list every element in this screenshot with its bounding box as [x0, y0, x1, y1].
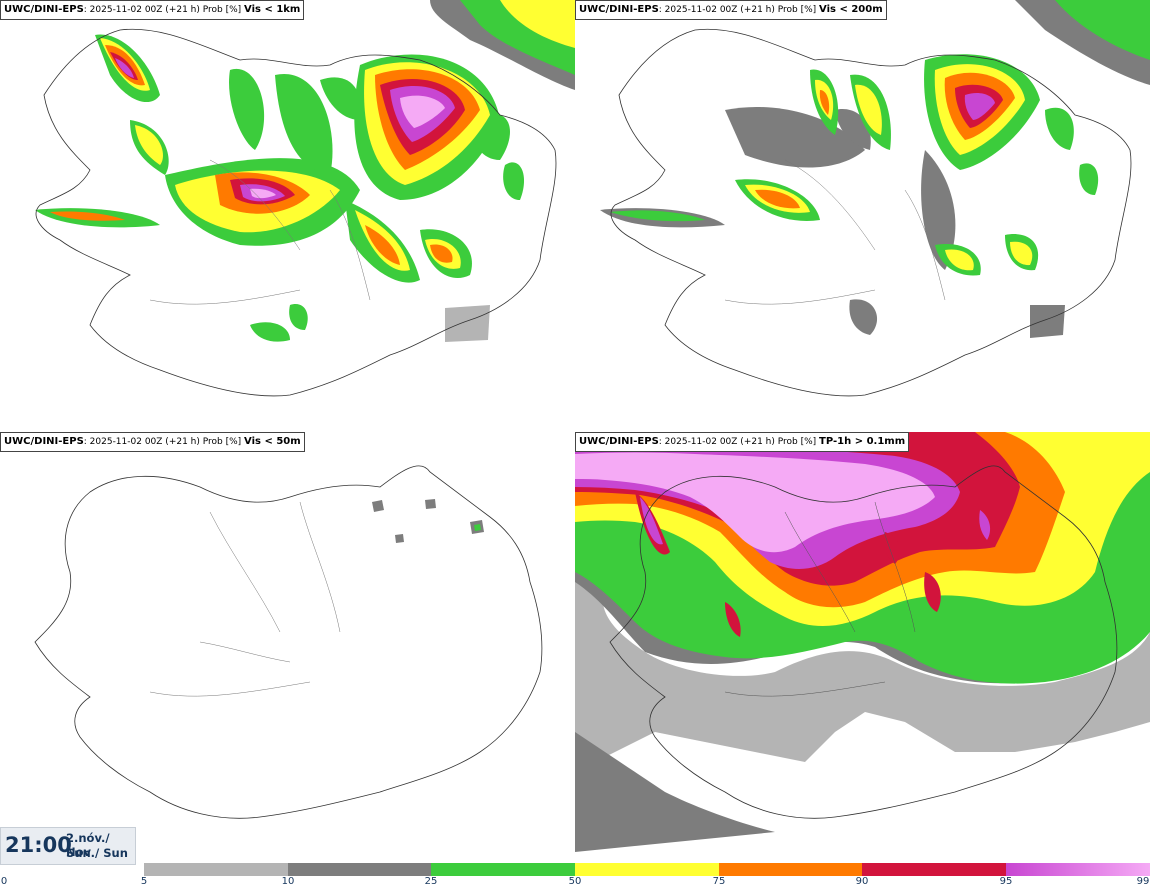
map-panel-vis-50m: UWC/DINI-EPS: 2025-11-02 00Z (+21 h) Pro…: [0, 432, 575, 862]
map-panel-tp-1h: UWC/DINI-EPS: 2025-11-02 00Z (+21 h) Pro…: [575, 432, 1150, 862]
colorbar-segment-75-90: [719, 863, 862, 876]
colorbar-segment-5-10: [144, 863, 288, 876]
run-info: : 2025-11-02 00Z (+21 h) Prob [%]: [658, 5, 820, 15]
valid-time: 21:00: [5, 833, 72, 857]
colorbar-tick: 10: [281, 876, 295, 887]
variable-name: Vis < 1km: [244, 4, 301, 15]
valid-time-box: 21:00 2.nóv./ Nov Sun./ Sun: [0, 827, 136, 865]
colorbar-tick: 95: [999, 876, 1013, 887]
colorbar-tick: 5: [140, 876, 148, 887]
valid-date: 2.nóv./ Nov: [66, 831, 110, 859]
model-name: UWC/DINI-EPS: [4, 436, 84, 447]
colorbar-tick: 25: [424, 876, 438, 887]
map-panel-vis-1km: UWC/DINI-EPS: 2025-11-02 00Z (+21 h) Pro…: [0, 0, 575, 430]
colorbar-tick: 0: [0, 876, 8, 887]
map-vis-50m: [34, 465, 543, 819]
run-info: : 2025-11-02 00Z (+21 h) Prob [%]: [658, 437, 820, 447]
map-panel-vis-200m: UWC/DINI-EPS: 2025-11-02 00Z (+21 h) Pro…: [575, 0, 1150, 430]
colorbar-tick: 50: [568, 876, 582, 887]
panel-title: UWC/DINI-EPS: 2025-11-02 00Z (+21 h) Pro…: [575, 0, 887, 20]
panel-title: UWC/DINI-EPS: 2025-11-02 00Z (+21 h) Pro…: [0, 432, 305, 452]
model-name: UWC/DINI-EPS: [579, 436, 659, 447]
colorbar-segment-10-25: [288, 863, 431, 876]
panel-title: UWC/DINI-EPS: 2025-11-02 00Z (+21 h) Pro…: [0, 0, 305, 20]
colorbar-segment-95-99: [1006, 863, 1150, 876]
colorbar-tick: 75: [712, 876, 726, 887]
colorbar-segment-50-75: [575, 863, 719, 876]
map-vis-200m: [600, 0, 1150, 397]
variable-name: Vis < 200m: [819, 4, 883, 15]
model-name: UWC/DINI-EPS: [579, 4, 659, 15]
colorbar-segment-90-95: [862, 863, 1006, 876]
map-tp-1h: [575, 432, 1150, 852]
colorbar-tick: 90: [855, 876, 869, 887]
run-info: : 2025-11-02 00Z (+21 h) Prob [%]: [83, 437, 245, 447]
colorbar-segment-25-50: [431, 863, 575, 876]
valid-weekday: Sun./ Sun: [66, 846, 128, 860]
panel-title: UWC/DINI-EPS: 2025-11-02 00Z (+21 h) Pro…: [575, 432, 910, 452]
variable-name: TP-1h > 0.1mm: [819, 436, 906, 447]
model-name: UWC/DINI-EPS: [4, 4, 84, 15]
run-info: : 2025-11-02 00Z (+21 h) Prob [%]: [83, 5, 245, 15]
variable-name: Vis < 50m: [244, 436, 301, 447]
map-vis-1km: [35, 0, 575, 397]
colorbar-tick: 99: [1136, 876, 1150, 887]
